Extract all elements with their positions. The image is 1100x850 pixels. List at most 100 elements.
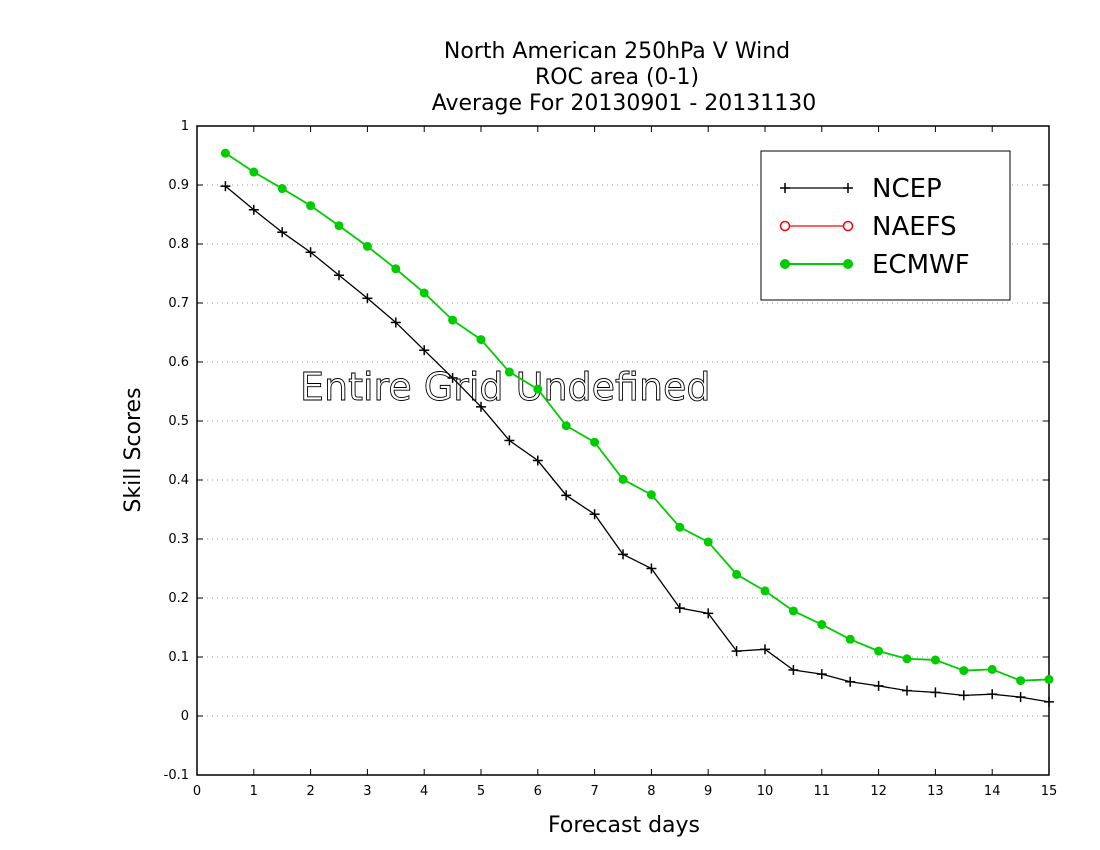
y-tick-label: 0.9 bbox=[168, 178, 189, 193]
ncep-point bbox=[674, 603, 685, 614]
x-tick-label: 9 bbox=[704, 784, 712, 799]
x-tick-label: 13 bbox=[927, 784, 944, 799]
x-tick-label: 1 bbox=[250, 784, 258, 799]
ecmwf-point bbox=[306, 201, 316, 211]
x-axis-label: Forecast days bbox=[548, 813, 700, 838]
ecmwf-point bbox=[448, 315, 458, 325]
ecmwf-point bbox=[476, 335, 486, 345]
y-tick-label: 0 bbox=[181, 709, 189, 724]
ncep-point bbox=[646, 563, 657, 574]
ncep-point bbox=[987, 689, 998, 700]
legend-marker-naefs bbox=[842, 220, 854, 232]
legend-label-ncep: NCEP bbox=[872, 174, 942, 204]
ecmwf-point bbox=[618, 474, 628, 484]
ncep-point bbox=[419, 345, 430, 356]
ncep-point bbox=[305, 247, 316, 258]
y-tick-label: 0.5 bbox=[168, 414, 189, 429]
x-tick-label: 15 bbox=[1041, 784, 1058, 799]
plot-frame bbox=[196, 125, 1050, 776]
legend-marker-ecmwf bbox=[780, 259, 790, 269]
ecmwf-point bbox=[845, 634, 855, 644]
x-tick-label: 12 bbox=[870, 784, 887, 799]
ecmwf-line bbox=[224, 152, 1050, 682]
ecmwf-point bbox=[249, 167, 259, 177]
ecmwf-point bbox=[675, 522, 685, 532]
ncep-point bbox=[1015, 692, 1026, 703]
ncep-point bbox=[248, 204, 259, 215]
ncep-point bbox=[532, 455, 543, 466]
y-axis-label: Skill Scores bbox=[121, 387, 146, 512]
legend-label-naefs: NAEFS bbox=[872, 212, 957, 242]
ncep-point bbox=[958, 690, 969, 701]
ecmwf-point bbox=[362, 241, 372, 251]
ecmwf-point bbox=[1016, 676, 1026, 686]
x-tick-label: 7 bbox=[590, 784, 598, 799]
ecmwf-point bbox=[959, 666, 969, 676]
x-tick-label: 0 bbox=[193, 784, 201, 799]
y-tick-label: 0.7 bbox=[168, 296, 189, 311]
y-tick-label: 0.8 bbox=[168, 237, 189, 252]
ecmwf-point bbox=[788, 606, 798, 616]
ecmwf-point bbox=[533, 384, 543, 394]
ecmwf-point bbox=[391, 264, 401, 274]
y-tick-label: 0.6 bbox=[168, 355, 189, 370]
ncep-point bbox=[760, 644, 770, 655]
ncep-point bbox=[504, 435, 515, 446]
ncep-point bbox=[589, 509, 600, 520]
x-tick-label: 3 bbox=[363, 784, 371, 799]
ecmwf-point bbox=[703, 537, 713, 547]
ncep-point bbox=[220, 181, 231, 192]
chart-title: North American 250hPa V Wind bbox=[444, 39, 790, 64]
ecmwf-point bbox=[874, 646, 884, 656]
y-tick-label: 0.3 bbox=[168, 532, 189, 547]
ecmwf-point bbox=[987, 664, 997, 674]
legend-marker-ncep bbox=[843, 183, 853, 193]
ncep-point bbox=[447, 372, 458, 383]
chart-date-range: Average For 20130901 - 20131130 bbox=[432, 91, 817, 116]
ecmwf-point bbox=[930, 655, 940, 665]
legend-label-ecmwf: ECMWF bbox=[872, 250, 970, 280]
ecmwf-point bbox=[1044, 674, 1054, 684]
x-tick-label: 2 bbox=[306, 784, 314, 799]
ncep-point bbox=[703, 608, 714, 619]
x-tick-label: 8 bbox=[647, 784, 655, 799]
legend-marker-ncep bbox=[780, 183, 790, 193]
ecmwf-point bbox=[646, 490, 656, 500]
ecmwf-point bbox=[590, 437, 600, 447]
y-tick-label: 0.2 bbox=[168, 591, 189, 606]
ncep-point bbox=[930, 687, 941, 698]
ecmwf-point bbox=[334, 221, 344, 231]
y-tick-label: 1 bbox=[181, 119, 189, 134]
ecmwf-point bbox=[277, 184, 287, 194]
ncep-point bbox=[902, 685, 912, 696]
x-tick-label: 11 bbox=[814, 784, 831, 799]
chart-subtitle: ROC area (0-1) bbox=[535, 65, 699, 90]
ecmwf-point bbox=[504, 367, 514, 377]
y-tick-label: -0.1 bbox=[164, 768, 189, 783]
x-tick-label: 4 bbox=[420, 784, 428, 799]
ncep-point bbox=[873, 680, 884, 691]
legend-marker-naefs bbox=[779, 220, 791, 232]
ecmwf-point bbox=[817, 620, 827, 630]
legend-marker-ecmwf bbox=[843, 259, 853, 269]
ncep-point bbox=[476, 401, 486, 412]
axes: -0.100.10.20.30.40.50.60.70.80.910 1 2 3 4 5 6… bbox=[164, 119, 1058, 799]
ncep-point bbox=[618, 549, 628, 560]
ncep-point bbox=[845, 676, 856, 687]
ecmwf-point bbox=[760, 586, 770, 596]
ecmwf-point bbox=[732, 569, 742, 579]
ncep-point bbox=[788, 664, 799, 675]
ecmwf-point bbox=[220, 148, 230, 158]
x-tick-label: 6 bbox=[534, 784, 542, 799]
ncep-point bbox=[277, 227, 288, 238]
x-tick-label: 14 bbox=[984, 784, 1001, 799]
ecmwf-point bbox=[419, 288, 429, 298]
ncep-point bbox=[334, 270, 344, 281]
x-tick-label: 5 bbox=[477, 784, 485, 799]
legend: NCEP NAEFS ECMWF bbox=[760, 150, 1011, 301]
y-tick-label: 0.4 bbox=[168, 473, 189, 488]
y-tick-label: 0.1 bbox=[168, 650, 189, 665]
ecmwf-point bbox=[561, 421, 571, 431]
ecmwf-point bbox=[902, 654, 912, 664]
